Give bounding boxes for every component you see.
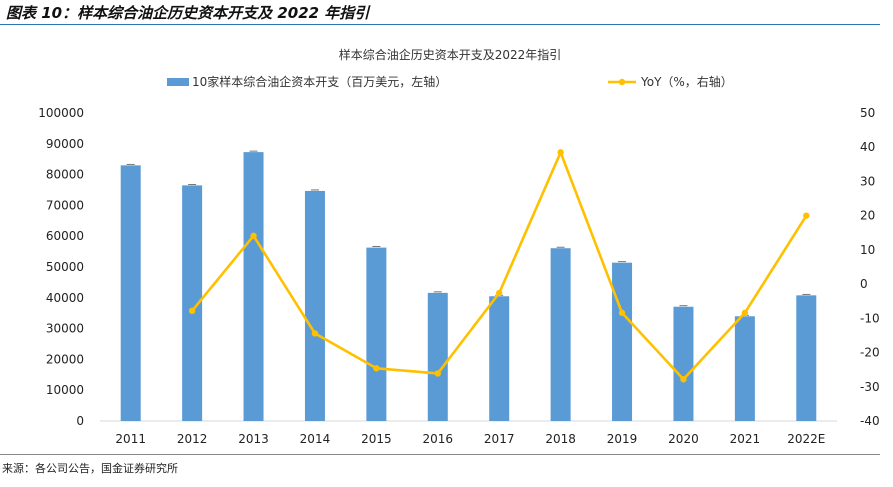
bar xyxy=(673,306,694,421)
bar xyxy=(182,185,203,421)
y-left-tick-label: 60000 xyxy=(46,229,84,243)
bar xyxy=(550,248,571,421)
yoy-point xyxy=(434,370,441,377)
x-tick-label: 2012 xyxy=(177,432,208,446)
axes: 0 10000 20000 30000 40000 50000 60000 70000 8000… xyxy=(38,106,879,446)
legend: 10家样本综合油企资本开支（百万美元，左轴） YoY（%，右轴） xyxy=(167,74,733,89)
yoy-point xyxy=(803,212,810,219)
y-left-tick-label: 90000 xyxy=(46,137,84,151)
yoy-point xyxy=(557,149,564,156)
x-tick-label: 2014 xyxy=(300,432,331,446)
x-tick-label: 2011 xyxy=(115,432,146,446)
y-right-tick-label: -10 xyxy=(860,311,880,325)
y-left-tick-label: 30000 xyxy=(46,322,84,336)
y-left-tick-label: 10000 xyxy=(46,383,84,397)
bar xyxy=(489,296,510,421)
bar xyxy=(612,262,633,421)
combo-chart: 样本综合油企历史资本开支及2022年指引 10家样本综合油企资本开支（百万美元，… xyxy=(38,47,879,446)
y-left-tick-label: 70000 xyxy=(46,198,84,212)
header-rule xyxy=(0,24,880,25)
y-left-tick-label: 80000 xyxy=(46,168,84,182)
y-left-tick-label: 100000 xyxy=(38,106,84,120)
yoy-point xyxy=(741,309,749,317)
chart-panel: 样本综合油企历史资本开支及2022年指引 10家样本综合油企资本开支（百万美元，… xyxy=(0,27,880,453)
yoy-point xyxy=(373,365,380,372)
x-tick-label: 2019 xyxy=(607,432,638,446)
y-left-tick-label: 40000 xyxy=(46,291,84,305)
x-tick-label: 2021 xyxy=(730,432,761,446)
x-tick-label: 2022E xyxy=(787,432,825,446)
y-right-tick-label: 0 xyxy=(860,277,868,291)
y-right-tick-label: 30 xyxy=(860,174,875,188)
yoy-point xyxy=(311,330,319,337)
bar xyxy=(366,247,387,421)
yoy-point xyxy=(680,376,687,383)
y-right-tick-label: -30 xyxy=(860,380,880,394)
y-left-tick-label: 20000 xyxy=(46,352,84,366)
bar xyxy=(734,316,755,421)
x-tick-label: 2017 xyxy=(484,432,515,446)
yoy-point xyxy=(250,232,257,240)
y-right-tick-label: 50 xyxy=(860,106,875,120)
bar xyxy=(243,152,264,421)
y-left-tick-label: 0 xyxy=(76,414,84,428)
legend-line-marker xyxy=(618,78,626,86)
legend-line-label: YoY（%，右轴） xyxy=(640,74,733,89)
x-tick-label: 2020 xyxy=(668,432,699,446)
x-tick-label: 2015 xyxy=(361,432,392,446)
x-tick-label: 2016 xyxy=(423,432,454,446)
bar-series xyxy=(120,150,817,421)
bar xyxy=(304,190,325,421)
legend-bar-label: 10家样本综合油企资本开支（百万美元，左轴） xyxy=(192,74,447,89)
yoy-point xyxy=(496,289,503,297)
y-right-tick-label: 40 xyxy=(860,140,875,154)
y-right-tick-label: 10 xyxy=(860,243,875,257)
yoy-point xyxy=(618,309,626,317)
source-note: 来源：各公司公告，国金证券研究所 xyxy=(2,462,178,475)
chart-title: 样本综合油企历史资本开支及2022年指引 xyxy=(339,47,562,62)
bar xyxy=(427,292,448,421)
x-tick-label: 2013 xyxy=(238,432,269,446)
yoy-line-series xyxy=(188,149,810,383)
x-tick-label: 2018 xyxy=(545,432,576,446)
figure-header: 图表 10：样本综合油企历史资本开支及 2022 年指引 xyxy=(6,4,370,22)
bar xyxy=(796,295,817,421)
legend-bar-swatch xyxy=(167,78,189,86)
y-right-tick-label: -20 xyxy=(860,346,880,360)
y-right-tick-label: 20 xyxy=(860,209,875,223)
bar xyxy=(120,165,141,421)
y-left-tick-label: 50000 xyxy=(46,260,84,274)
y-right-tick-label: -40 xyxy=(860,414,880,428)
footer-rule xyxy=(0,454,880,455)
yoy-point xyxy=(188,307,196,315)
